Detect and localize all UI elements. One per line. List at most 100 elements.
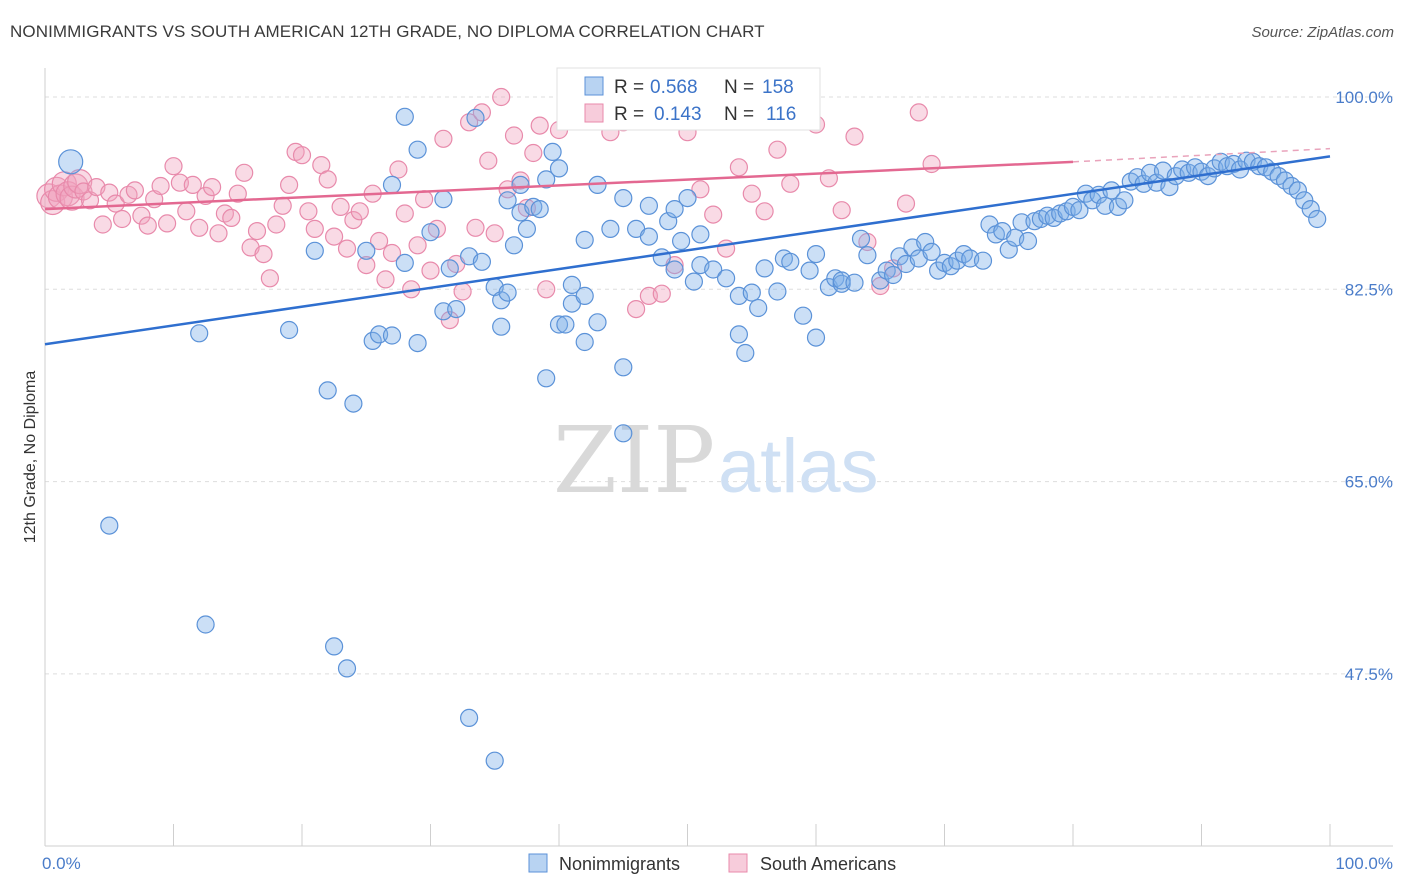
- nonimmigrants-point-79: [781, 252, 800, 271]
- nonimmigrants-point-29: [485, 751, 504, 770]
- nonimmigrants-point-158: [1308, 209, 1327, 229]
- nonimmigrants-point-14: [382, 175, 402, 194]
- y-tick-2: 65.0%: [1345, 473, 1393, 492]
- south-americans-point-59: [395, 204, 414, 223]
- legend-r-value-1: 0.568: [650, 77, 698, 98]
- nonimmigrants-point-157: [1301, 200, 1320, 219]
- legend-r-value-2: 0.143: [654, 104, 702, 125]
- nonimmigrants-point-65: [678, 189, 697, 208]
- watermark-zip: ZIP: [553, 407, 715, 514]
- nonimmigrants-point-31: [492, 317, 511, 336]
- south-americans-point-14: [106, 194, 125, 213]
- south-americans-point-17: [125, 181, 144, 200]
- nonimmigrants-point-66: [684, 272, 704, 291]
- y-tick-3: 47.5%: [1345, 665, 1393, 684]
- nonimmigrants-point-89: [851, 229, 871, 248]
- nonimmigrants-point-63: [665, 200, 684, 219]
- south-americans-point-47: [318, 170, 337, 189]
- nonimmigrants-point-36: [511, 175, 530, 194]
- nonimmigrants-point-52: [588, 313, 607, 332]
- y-tick-1: 82.5%: [1345, 280, 1393, 299]
- nonimmigrants-point-62: [665, 260, 684, 279]
- nonimmigrants-point-90: [858, 246, 877, 265]
- nonimmigrants-point-12: [370, 325, 389, 344]
- series-south-americans: [36, 87, 941, 330]
- south-americans-point-100: [781, 174, 800, 193]
- nonimmigrants-point-40: [537, 170, 556, 189]
- south-americans-point-58: [389, 160, 408, 179]
- south-americans-point-105: [845, 127, 864, 146]
- nonimmigrants-point-112: [1012, 213, 1031, 232]
- legend-n-label-2: N =: [724, 104, 754, 125]
- nonimmigrants-point-98: [916, 232, 935, 252]
- south-americans-point-81: [537, 280, 556, 299]
- legend-n-label-1: N =: [724, 77, 754, 98]
- south-americans-point-45: [305, 219, 324, 238]
- south-americans-point-63: [421, 261, 440, 280]
- south-americans-point-44: [299, 202, 318, 221]
- nonimmigrants-point-33: [498, 191, 517, 210]
- south-americans-point-56: [376, 270, 395, 289]
- nonimmigrants-point-4: [280, 320, 299, 340]
- series-nonimmigrants: [58, 107, 1327, 770]
- south-americans-point-38: [260, 269, 279, 288]
- south-americans-point-52: [350, 202, 369, 221]
- south-americans-point-104: [832, 201, 851, 220]
- south-americans-point-25: [177, 202, 196, 221]
- legend-bottom-label-nonimmigrants: Nonimmigrants: [559, 854, 680, 874]
- nonimmigrants-point-81: [800, 261, 819, 280]
- nonimmigrants-point-43: [549, 315, 569, 334]
- south-americans-point-80: [530, 116, 549, 135]
- nonimmigrants-point-74: [742, 283, 761, 302]
- nonimmigrants-point-155: [1288, 181, 1308, 200]
- nonimmigrants-point-2: [190, 324, 209, 343]
- nonimmigrants-point-0: [58, 149, 84, 175]
- nonimmigrants-point-69: [704, 260, 723, 279]
- nonimmigrants-point-50: [575, 286, 594, 305]
- watermark-atlas: atlas: [718, 424, 879, 509]
- south-americans-point-94: [704, 205, 723, 224]
- south-americans-point-37: [254, 245, 273, 264]
- nonimmigrants-point-16: [395, 107, 414, 126]
- nonimmigrants-point-83: [806, 245, 826, 264]
- south-americans-point-43: [292, 146, 312, 165]
- nonimmigrants-point-68: [691, 225, 710, 244]
- nonimmigrants-point-7: [325, 637, 344, 656]
- nonimmigrants-point-88: [845, 273, 864, 292]
- nonimmigrants-point-11: [363, 331, 382, 350]
- nonimmigrants-point-60: [652, 248, 671, 267]
- legend-n-value-1: 158: [762, 77, 794, 98]
- trend-line-nonimmigrants: [44, 155, 1331, 346]
- nonimmigrants-point-5: [305, 241, 324, 260]
- south-americans-point-12: [93, 215, 112, 234]
- south-americans-point-96: [729, 158, 749, 177]
- nonimmigrants-point-55: [614, 189, 633, 208]
- nonimmigrants-point-13: [382, 326, 402, 345]
- south-americans-point-111: [922, 154, 941, 174]
- south-americans-point-79: [524, 143, 543, 163]
- nonimmigrants-point-75: [749, 298, 768, 318]
- south-americans-point-72: [479, 151, 498, 170]
- south-americans-point-30: [209, 224, 228, 243]
- south-americans-point-73: [485, 224, 504, 243]
- chart-source: Source: ZipAtlas.com: [1251, 24, 1394, 41]
- south-americans-point-57: [382, 243, 402, 263]
- trend-lines: [44, 147, 1331, 346]
- south-americans-point-34: [235, 163, 254, 182]
- nonimmigrants-point-39: [530, 200, 549, 219]
- south-americans-point-19: [138, 216, 157, 235]
- south-americans-point-76: [504, 126, 524, 145]
- south-americans-point-33: [228, 184, 247, 203]
- nonimmigrants-point-73: [736, 343, 755, 363]
- nonimmigrants-point-82: [806, 328, 826, 347]
- y-tick-0: 100.0%: [1335, 88, 1393, 107]
- nonimmigrants-point-8: [337, 659, 357, 678]
- south-americans-point-74: [492, 87, 511, 107]
- nonimmigrants-point-22: [440, 259, 459, 278]
- nonimmigrants-point-77: [768, 282, 787, 301]
- south-americans-point-21: [151, 176, 170, 196]
- south-americans-point-93: [691, 180, 710, 199]
- south-americans-point-97: [742, 184, 761, 203]
- south-americans-point-22: [158, 214, 177, 233]
